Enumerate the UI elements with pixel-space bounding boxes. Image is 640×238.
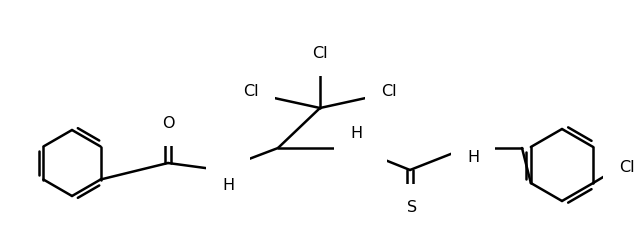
- Text: Cl: Cl: [243, 84, 259, 99]
- Text: S: S: [407, 199, 417, 214]
- Text: H: H: [350, 127, 362, 142]
- Text: O: O: [162, 115, 174, 130]
- Text: N: N: [467, 138, 479, 153]
- Text: N: N: [222, 165, 234, 180]
- Text: Cl: Cl: [312, 45, 328, 60]
- Text: Cl: Cl: [620, 160, 635, 175]
- Text: H: H: [222, 178, 234, 193]
- Text: N: N: [359, 144, 371, 159]
- Text: H: H: [467, 150, 479, 165]
- Text: Cl: Cl: [381, 84, 397, 99]
